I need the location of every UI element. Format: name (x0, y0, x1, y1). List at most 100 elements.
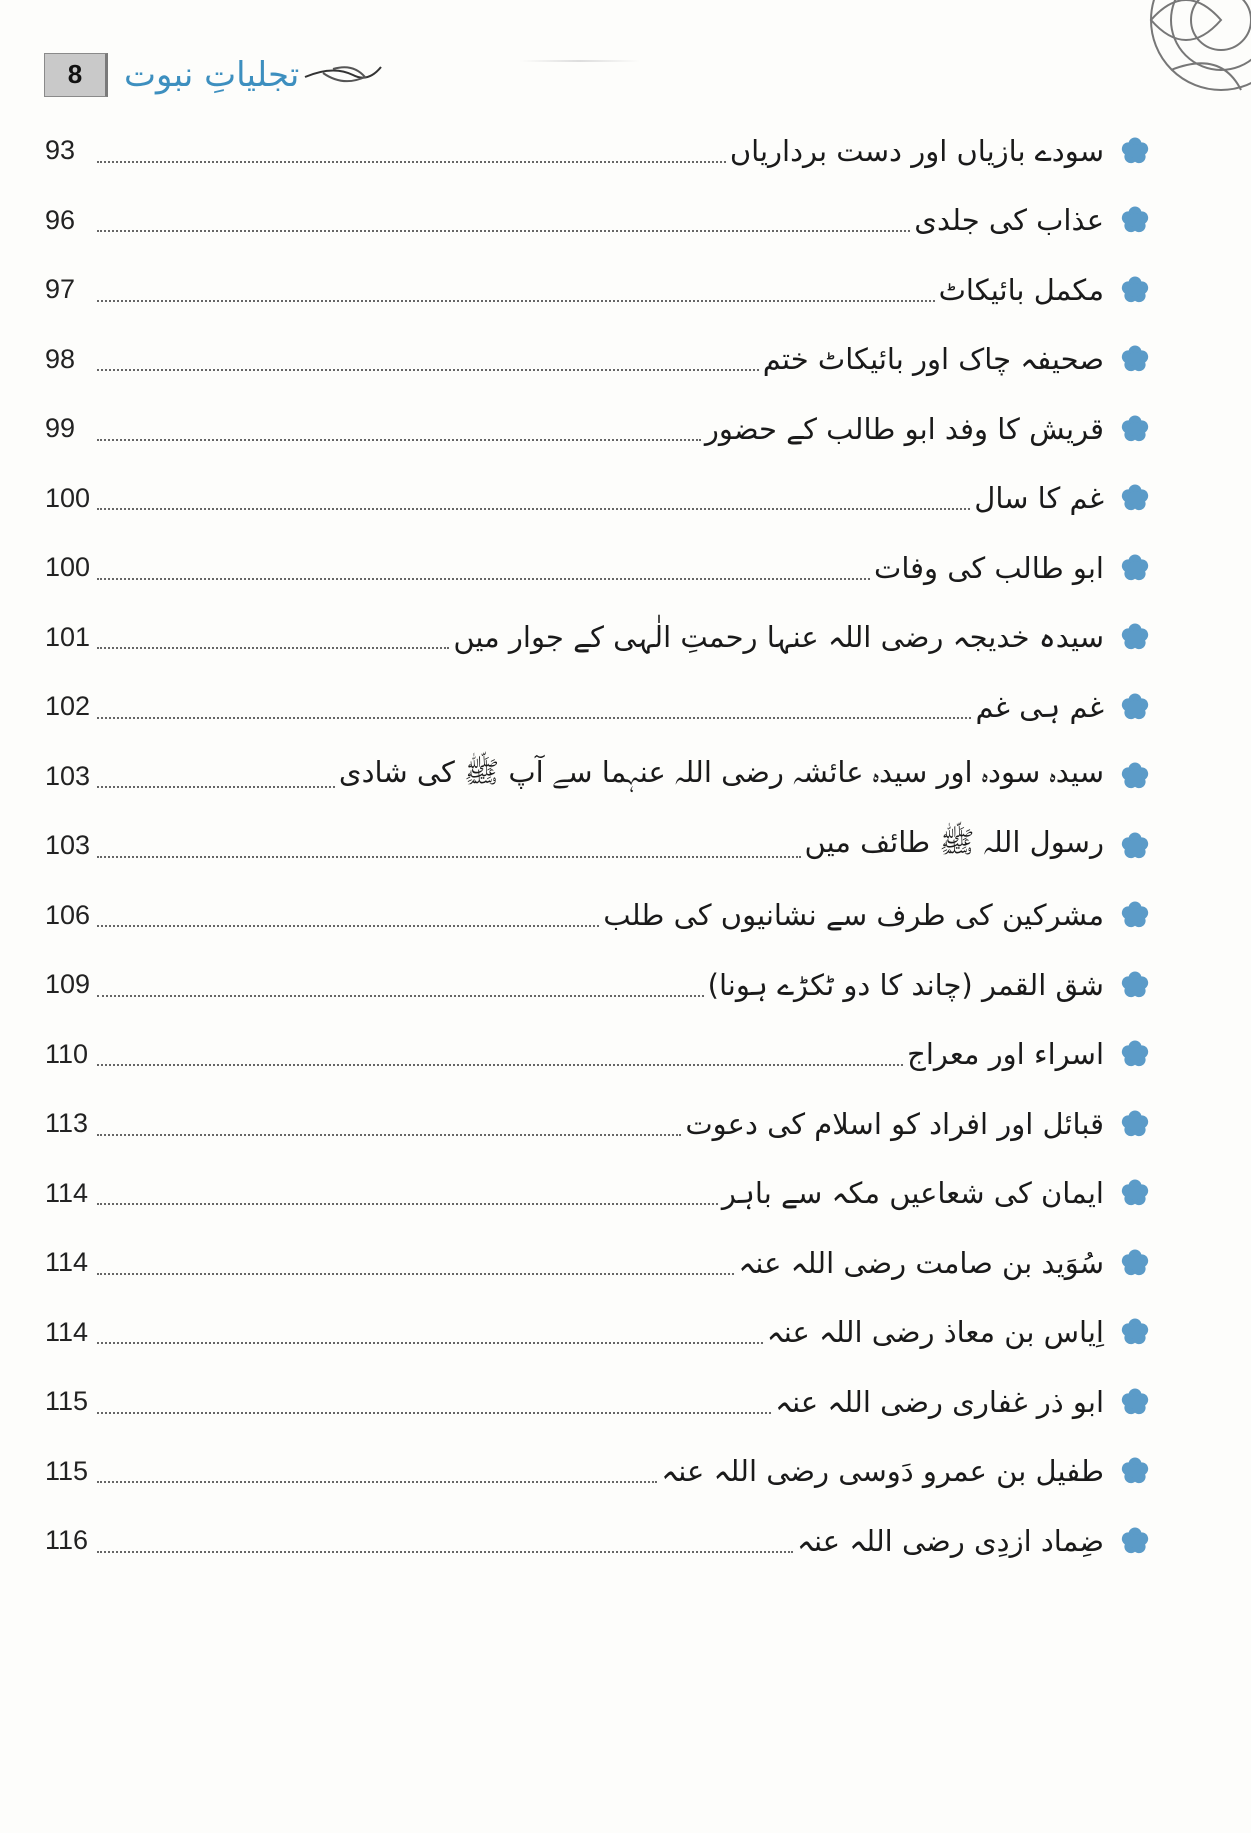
toc-entry-title: اِیاس بن معاذ رضی اللہ عنہ (766, 1315, 1104, 1350)
flower-bullet-icon (1120, 692, 1150, 722)
toc-entry-title: سودے بازیاں اور دست برداریاں (729, 133, 1104, 168)
dot-leader (97, 508, 971, 511)
book-title: تجلیاتِ نبوت (124, 54, 300, 95)
dot-leader (97, 160, 726, 163)
dot-leader (97, 369, 759, 372)
toc-entry[interactable]: اسراء اور معراج 110 (45, 1020, 1150, 1090)
toc-entry-page: 99 (45, 413, 76, 444)
toc-entry-title: مشرکین کی طرف سے نشانیوں کی طلب (603, 898, 1104, 933)
dot-leader (97, 1272, 735, 1275)
toc-entry[interactable]: ابو طالب کی وفات 100 (45, 533, 1150, 603)
header-rule (520, 60, 640, 62)
toc-entry[interactable]: صحیفہ چاک اور بائیکاٹ ختم 98 (45, 325, 1150, 395)
dot-leader (97, 299, 935, 302)
toc-entry-page: 93 (45, 135, 76, 166)
dot-leader (97, 1481, 658, 1484)
flower-bullet-icon (1120, 831, 1150, 861)
toc-entry[interactable]: سُوَید بن صامت رضی اللہ عنہ 114 (45, 1228, 1150, 1298)
toc-entry-title: طفیل بن عمرو دَوسی رضی اللہ عنہ (661, 1454, 1104, 1489)
toc-entry[interactable]: رسول اللہ ﷺ طائف میں 103 (45, 811, 1150, 881)
dot-leader (97, 577, 871, 580)
toc-entry-title: عذاب کی جلدی (914, 203, 1104, 238)
table-of-contents: سودے بازیاں اور دست برداریاں 93 عذاب کی جل… (45, 116, 1150, 1576)
dot-leader (97, 1342, 763, 1345)
toc-entry[interactable]: غم کا سال 100 (45, 464, 1150, 534)
toc-entry-page: 98 (45, 343, 76, 374)
flower-bullet-icon (1120, 1387, 1150, 1417)
flower-bullet-icon (1120, 344, 1150, 374)
toc-entry-page: 114 (45, 1247, 89, 1278)
toc-entry[interactable]: اِیاس بن معاذ رضی اللہ عنہ 114 (45, 1298, 1150, 1368)
toc-entry-title: مکمل بائیکاٹ (938, 272, 1104, 307)
dot-leader (97, 230, 911, 233)
toc-entry-page: 100 (45, 552, 91, 583)
toc-entry[interactable]: طفیل بن عمرو دَوسی رضی اللہ عنہ 115 (45, 1437, 1150, 1507)
page-header: 8 تجلیاتِ نبوت (44, 52, 383, 97)
dot-leader (97, 1550, 793, 1553)
flower-bullet-icon (1120, 1109, 1150, 1139)
toc-entry-page: 115 (45, 1386, 89, 1417)
flower-bullet-icon (1120, 1248, 1150, 1278)
dot-leader (97, 1203, 718, 1206)
dot-leader (97, 1411, 772, 1414)
toc-entry[interactable]: سیدہ خدیجہ رضی اللہ عنہا رحمتِ الٰہی کے … (45, 603, 1150, 673)
toc-entry-title: ابو طالب کی وفات (874, 550, 1104, 585)
dot-leader (97, 716, 972, 719)
toc-entry-page: 96 (45, 204, 76, 235)
toc-entry[interactable]: ضِماد ازدِی رضی اللہ عنہ 116 (45, 1506, 1150, 1576)
toc-entry-title: سیدہ خدیجہ رضی اللہ عنہا رحمتِ الٰہی کے … (453, 620, 1104, 655)
toc-entry-title: غم کا سال (974, 481, 1104, 516)
flower-bullet-icon (1120, 1526, 1150, 1556)
toc-entry-title: ابو ذر غفاری رضی اللہ عنہ (775, 1384, 1104, 1419)
dot-leader (97, 925, 600, 928)
toc-entry-page: 114 (45, 1177, 89, 1208)
toc-entry[interactable]: مکمل بائیکاٹ 97 (45, 255, 1150, 325)
toc-entry-title: ایمان کی شعاعیں مکہ سے باہر (721, 1176, 1104, 1211)
toc-entry[interactable]: سودے بازیاں اور دست برداریاں 93 (45, 116, 1150, 186)
dot-leader (97, 855, 801, 858)
toc-entry-title: سُوَید بن صامت رضی اللہ عنہ (738, 1245, 1104, 1280)
toc-entry-page: 102 (45, 691, 91, 722)
toc-entry-title: ضِماد ازدِی رضی اللہ عنہ (796, 1523, 1104, 1558)
flower-bullet-icon (1120, 970, 1150, 1000)
toc-entry[interactable]: ایمان کی شعاعیں مکہ سے باہر 114 (45, 1159, 1150, 1229)
toc-entry[interactable]: قریش کا وفد ابو طالب کے حضور 99 (45, 394, 1150, 464)
flower-bullet-icon (1120, 622, 1150, 652)
toc-entry[interactable]: شق القمر (چاند کا دو ٹکڑے ہونا) 109 (45, 950, 1150, 1020)
dot-leader (97, 1064, 904, 1067)
flower-bullet-icon (1120, 275, 1150, 305)
toc-entry[interactable]: سیدہ سودہ اور سیدہ عائشہ رضی اللہ عنہما … (45, 742, 1150, 812)
toc-entry-title: شق القمر (چاند کا دو ٹکڑے ہونا) (707, 967, 1104, 1002)
flower-bullet-icon (1120, 1178, 1150, 1208)
toc-entry-title: اسراء اور معراج (907, 1037, 1104, 1072)
toc-entry-title: صحیفہ چاک اور بائیکاٹ ختم (762, 342, 1104, 377)
toc-entry-page: 115 (45, 1455, 89, 1486)
dot-leader (97, 438, 701, 441)
toc-entry-page: 97 (45, 274, 76, 305)
toc-entry-title: قریش کا وفد ابو طالب کے حضور (704, 411, 1104, 446)
toc-entry[interactable]: عذاب کی جلدی 96 (45, 186, 1150, 256)
toc-entry-page: 100 (45, 482, 91, 513)
toc-entry-page: 109 (45, 969, 91, 1000)
toc-entry-page: 116 (45, 1525, 89, 1556)
dot-leader (97, 647, 450, 650)
toc-entry[interactable]: ابو ذر غفاری رضی اللہ عنہ 115 (45, 1367, 1150, 1437)
toc-entry-title: سیدہ سودہ اور سیدہ عائشہ رضی اللہ عنہما … (338, 755, 1104, 790)
toc-entry-page: 113 (45, 1108, 89, 1139)
swoosh-ornament-icon (305, 65, 383, 82)
flower-bullet-icon (1120, 136, 1150, 166)
toc-entry-page: 101 (45, 621, 91, 652)
toc-entry-title: غم ہی غم (975, 689, 1104, 724)
toc-entry[interactable]: غم ہی غم 102 (45, 672, 1150, 742)
toc-entry-page: 103 (45, 760, 91, 791)
toc-entry-title: رسول اللہ ﷺ طائف میں (804, 824, 1104, 859)
dot-leader (97, 1133, 682, 1136)
flower-bullet-icon (1120, 205, 1150, 235)
toc-entry[interactable]: قبائل اور افراد کو اسلام کی دعوت 113 (45, 1089, 1150, 1159)
flower-bullet-icon (1120, 553, 1150, 583)
toc-entry[interactable]: مشرکین کی طرف سے نشانیوں کی طلب 106 (45, 881, 1150, 951)
dot-leader (97, 994, 704, 997)
flower-bullet-icon (1120, 483, 1150, 513)
toc-entry-page: 110 (45, 1038, 89, 1069)
toc-entry-page: 106 (45, 899, 91, 930)
